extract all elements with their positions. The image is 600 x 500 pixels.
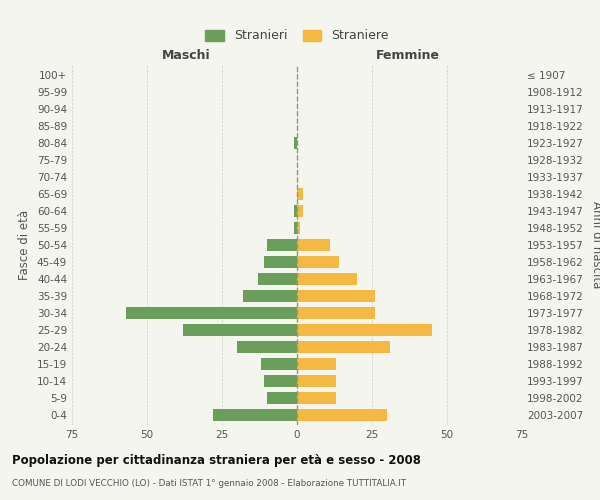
Bar [297,324,432,336]
Bar [297,222,300,234]
Bar [213,408,297,421]
Bar [243,290,297,302]
Bar [297,307,375,319]
Y-axis label: Anni di nascita: Anni di nascita [590,202,600,288]
Bar [261,358,297,370]
Bar [294,222,297,234]
Bar [297,205,303,217]
Bar [297,341,390,353]
Bar [297,256,339,268]
Legend: Stranieri, Straniere: Stranieri, Straniere [200,24,394,48]
Bar [294,205,297,217]
Bar [237,341,297,353]
Text: Femmine: Femmine [376,48,440,62]
Bar [297,374,336,387]
Bar [297,358,336,370]
Bar [297,392,336,404]
Bar [258,273,297,285]
Text: COMUNE DI LODI VECCHIO (LO) - Dati ISTAT 1° gennaio 2008 - Elaborazione TUTTITAL: COMUNE DI LODI VECCHIO (LO) - Dati ISTAT… [12,479,406,488]
Bar [297,239,330,251]
Bar [297,273,357,285]
Bar [183,324,297,336]
Bar [294,137,297,149]
Bar [126,307,297,319]
Bar [264,256,297,268]
Bar [297,408,387,421]
Bar [264,374,297,387]
Bar [267,239,297,251]
Bar [297,290,375,302]
Text: Maschi: Maschi [161,48,211,62]
Y-axis label: Fasce di età: Fasce di età [19,210,31,280]
Text: Popolazione per cittadinanza straniera per età e sesso - 2008: Popolazione per cittadinanza straniera p… [12,454,421,467]
Bar [267,392,297,404]
Bar [297,188,303,200]
